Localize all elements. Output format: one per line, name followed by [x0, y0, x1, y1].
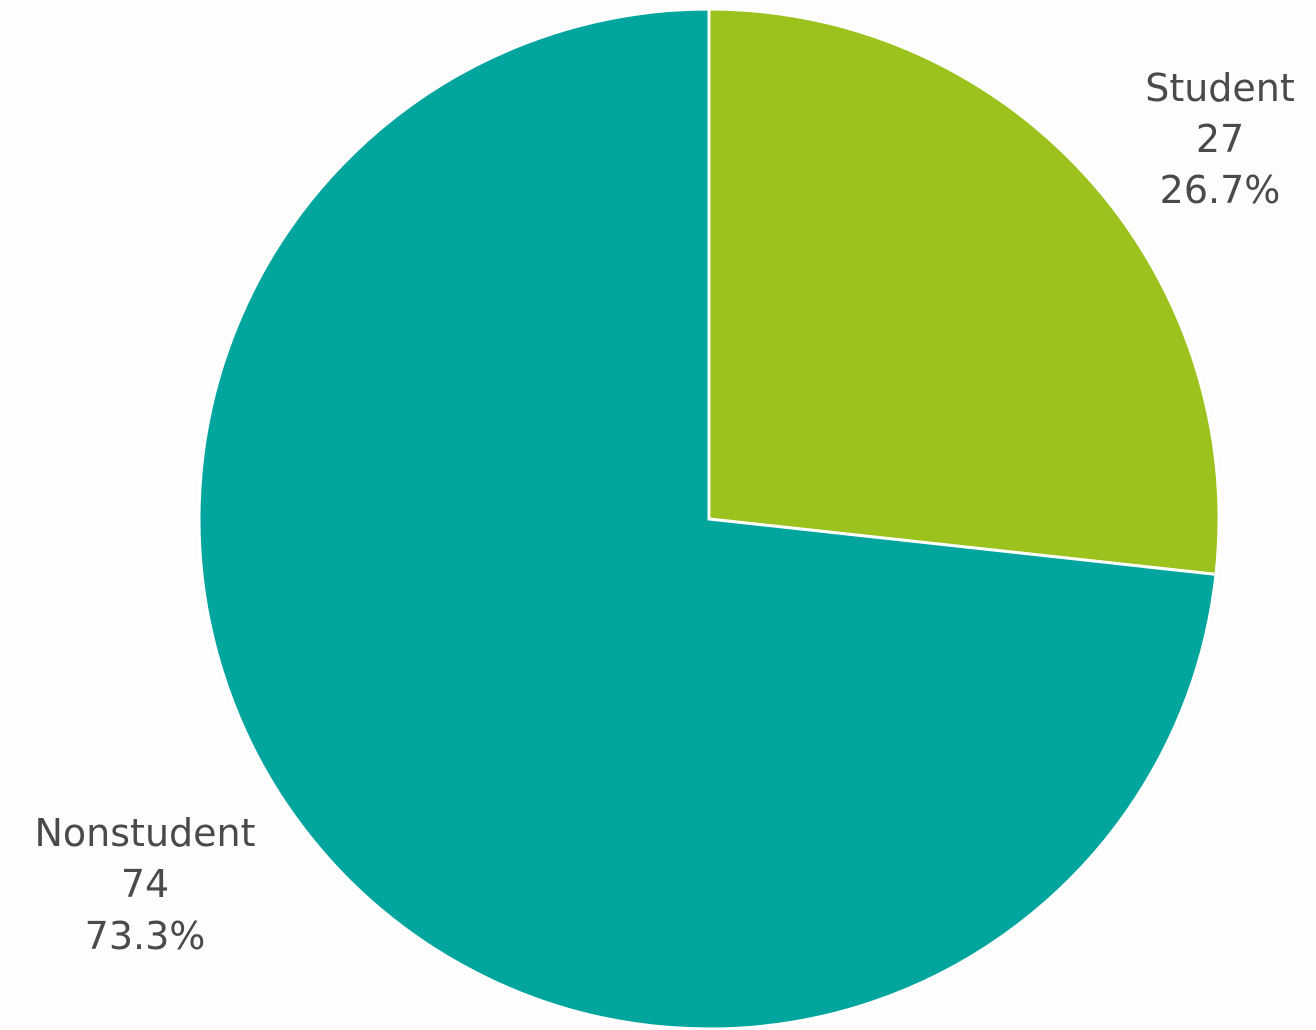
slice-label-percent: 73.3%: [85, 914, 206, 958]
slice-label-student: Student 27 26.7%: [1145, 66, 1295, 212]
pie-slices: [197, 7, 1221, 1030]
pie-slice-nonstudent: [197, 7, 1218, 1030]
slice-label-name: Student: [1145, 66, 1295, 110]
slice-label-percent: 26.7%: [1160, 168, 1281, 212]
slice-label-value: 74: [121, 862, 169, 906]
slice-label-nonstudent: Nonstudent 74 73.3%: [34, 811, 255, 958]
pie-slice-student: [707, 7, 1221, 577]
slice-label-name: Nonstudent: [34, 811, 255, 855]
slice-label-value: 27: [1196, 117, 1244, 161]
